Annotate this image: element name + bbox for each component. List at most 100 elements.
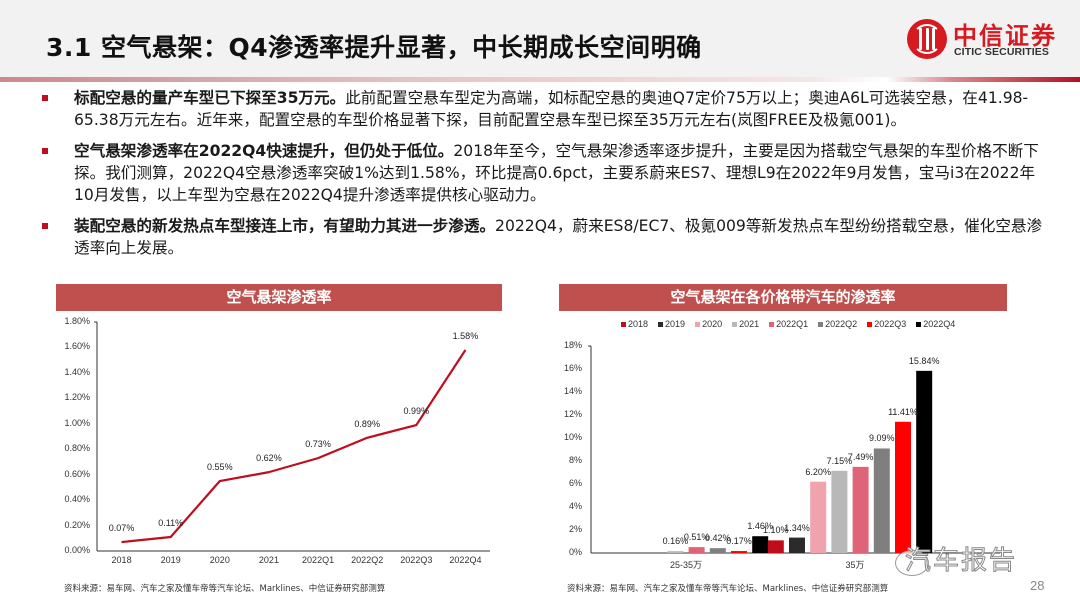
bullet-text: 2018年至今，空气悬架渗透率逐步提升，主要是因为搭载空气悬架的车型价格不断下探…	[74, 142, 1039, 204]
watermark-text: 汽车报告	[904, 546, 1018, 577]
legend-item: 2022Q4	[916, 319, 955, 329]
x-axis-tick: 2019	[160, 555, 181, 565]
y-axis-tick: 10%	[563, 432, 582, 442]
y-axis-tick: 1.60%	[64, 341, 90, 352]
y-axis-tick: 1.00%	[64, 417, 90, 428]
legend-item: 2019	[658, 319, 685, 329]
legend-label: 2019	[665, 319, 686, 329]
bar-value-label: 11.41%	[888, 406, 918, 417]
bullet-item: 标配空悬的量产车型已下探至35万元。此前配置空悬车型定为高端，如标配空悬的奥迪Q…	[40, 87, 1050, 131]
line-chart-title: 空气悬架渗透率	[56, 284, 502, 311]
bar-value-label: 7.49%	[847, 451, 874, 462]
data-point-label: 0.99%	[403, 406, 430, 417]
bullet-text: 此前配置空悬车型定为高端，如标配空悬的奥迪Q7定价75万以上；奥迪A6L可选装空…	[74, 89, 1029, 129]
bar-value-label: 0.51%	[683, 532, 710, 543]
bar-value-label: 7.15%	[826, 455, 853, 466]
bullet-text: 2022Q4，蔚来ES8/EC7、极氪009等新发热点车型纷纷搭载空悬，催化空悬…	[74, 217, 1043, 257]
y-axis-tick: 0.80%	[64, 443, 90, 454]
legend-swatch-icon	[695, 321, 701, 327]
y-axis-tick: 14%	[563, 386, 582, 396]
x-axis-tick: 2022Q1	[302, 555, 335, 565]
data-point-label: 0.55%	[207, 462, 233, 473]
bullet-heading: 标配空悬的量产车型已下探至35万元。	[74, 89, 346, 107]
bar-chart-legend: 2018 2019 2020 2021 2022Q1 2022Q2 2022Q3 2022Q4	[621, 319, 955, 329]
bar-value-label: 1.34%	[784, 522, 810, 533]
y-axis-tick: 0%	[568, 547, 582, 557]
y-axis-tick: 2%	[568, 524, 582, 534]
legend-item: 2018	[621, 319, 648, 329]
y-axis-tick: 1.80%	[64, 316, 90, 326]
y-axis-tick: 1.20%	[64, 392, 90, 403]
square-bullet-icon	[42, 223, 48, 229]
bar-value-label: 0.17%	[726, 536, 752, 547]
data-point-label: 0.07%	[108, 523, 135, 534]
legend-label: 2022Q1	[776, 319, 809, 329]
slide-header: 3.1 空气悬架：Q4渗透率提升显著，中长期成长空间明确 中信证券 CITIC …	[0, 0, 1080, 78]
data-point-label: 0.11%	[158, 518, 184, 528]
x-axis-category: 35万	[845, 560, 865, 570]
bar-value-label: 6.20%	[805, 466, 831, 477]
x-axis-tick: 2021	[258, 555, 279, 565]
y-axis-tick: 0.20%	[64, 519, 90, 530]
logo-chinese-name: 中信证券	[953, 21, 1057, 50]
citic-logo: 中信证券 CITIC SECURITIES	[907, 17, 1067, 61]
bar-value-label: 0.42%	[705, 533, 731, 544]
y-axis-tick: 0.00%	[64, 545, 90, 555]
data-point-label: 0.89%	[354, 418, 380, 429]
bar-value-label: 15.84%	[908, 355, 940, 366]
legend-swatch-icon	[818, 321, 824, 327]
legend-swatch-icon	[916, 321, 922, 327]
bar-value-label: 1.46%	[747, 521, 773, 532]
legend-swatch-icon	[732, 321, 738, 327]
y-axis-tick: 0.40%	[64, 494, 90, 505]
y-axis-tick: 4%	[568, 501, 582, 511]
legend-label: 2020	[702, 319, 723, 329]
x-axis-category: 25-35万	[669, 560, 703, 570]
page-number: 28	[1030, 578, 1045, 593]
data-point-label: 0.73%	[305, 439, 331, 450]
y-axis-tick: 12%	[563, 409, 582, 419]
legend-label: 2018	[628, 319, 649, 329]
y-axis-tick: 0.60%	[64, 468, 90, 479]
data-point-label: 1.58%	[452, 330, 479, 341]
y-axis-tick: 16%	[563, 363, 582, 373]
y-axis-tick: 18%	[563, 340, 582, 350]
bar-value-label: 9.09%	[869, 433, 895, 444]
square-bullet-icon	[42, 95, 48, 101]
bar-value-label: 1.10%	[763, 525, 789, 536]
y-axis-tick: 8%	[568, 455, 582, 465]
x-axis-tick: 2022Q4	[449, 555, 482, 565]
legend-swatch-icon	[658, 321, 664, 327]
bar-chart-source: 资料来源：易车网、汽车之家及懂车帝等汽车论坛、Marklines、中信证券研究部…	[567, 584, 889, 594]
legend-label: 2022Q2	[825, 319, 858, 329]
logo-english-name: CITIC SECURITIES	[954, 46, 1049, 58]
citic-emblem-icon	[907, 19, 947, 59]
legend-item: 2022Q2	[818, 319, 857, 329]
bullet-heading: 空气悬架渗透率在2022Q4快速提升，但仍处于低位。	[74, 142, 454, 160]
square-bullet-icon	[42, 148, 48, 154]
bar-value-label: 0.16%	[662, 536, 689, 547]
bullet-heading: 装配空悬的新发热点车型接连上市，有望助力其进一步渗透。	[74, 217, 496, 235]
bullet-item: 装配空悬的新发热点车型接连上市，有望助力其进一步渗透。2022Q4，蔚来ES8/…	[40, 215, 1050, 259]
y-axis-tick: 1.40%	[64, 366, 90, 377]
wechat-icon	[895, 550, 929, 576]
bar-chart-title: 空气悬架在各价格带汽车的渗透率	[559, 284, 1007, 311]
header-divider	[0, 77, 1080, 82]
legend-label: 2022Q4	[923, 319, 956, 329]
slide-title: 3.1 空气悬架：Q4渗透率提升显著，中长期成长空间明确	[46, 33, 702, 62]
legend-swatch-icon	[621, 321, 626, 327]
legend-swatch-icon	[769, 321, 775, 327]
line-chart-source: 资料来源：易车网、汽车之家及懂车帝等汽车论坛、Marklines、中信证券研究部…	[64, 584, 386, 594]
legend-label: 2021	[739, 319, 760, 329]
legend-item: 2020	[695, 319, 722, 329]
legend-item: 2021	[732, 319, 759, 329]
legend-swatch-icon	[867, 321, 873, 327]
bullet-list: 标配空悬的量产车型已下探至35万元。此前配置空悬车型定为高端，如标配空悬的奥迪Q…	[40, 87, 1050, 268]
x-axis-tick: 2022Q3	[400, 555, 433, 565]
data-point-label: 0.62%	[256, 453, 282, 464]
bullet-item: 空气悬架渗透率在2022Q4快速提升，但仍处于低位。2018年至今，空气悬架渗透…	[40, 140, 1050, 206]
legend-item: 2022Q3	[867, 319, 906, 329]
y-axis-tick: 6%	[568, 478, 582, 488]
x-axis-tick: 2020	[209, 555, 230, 565]
